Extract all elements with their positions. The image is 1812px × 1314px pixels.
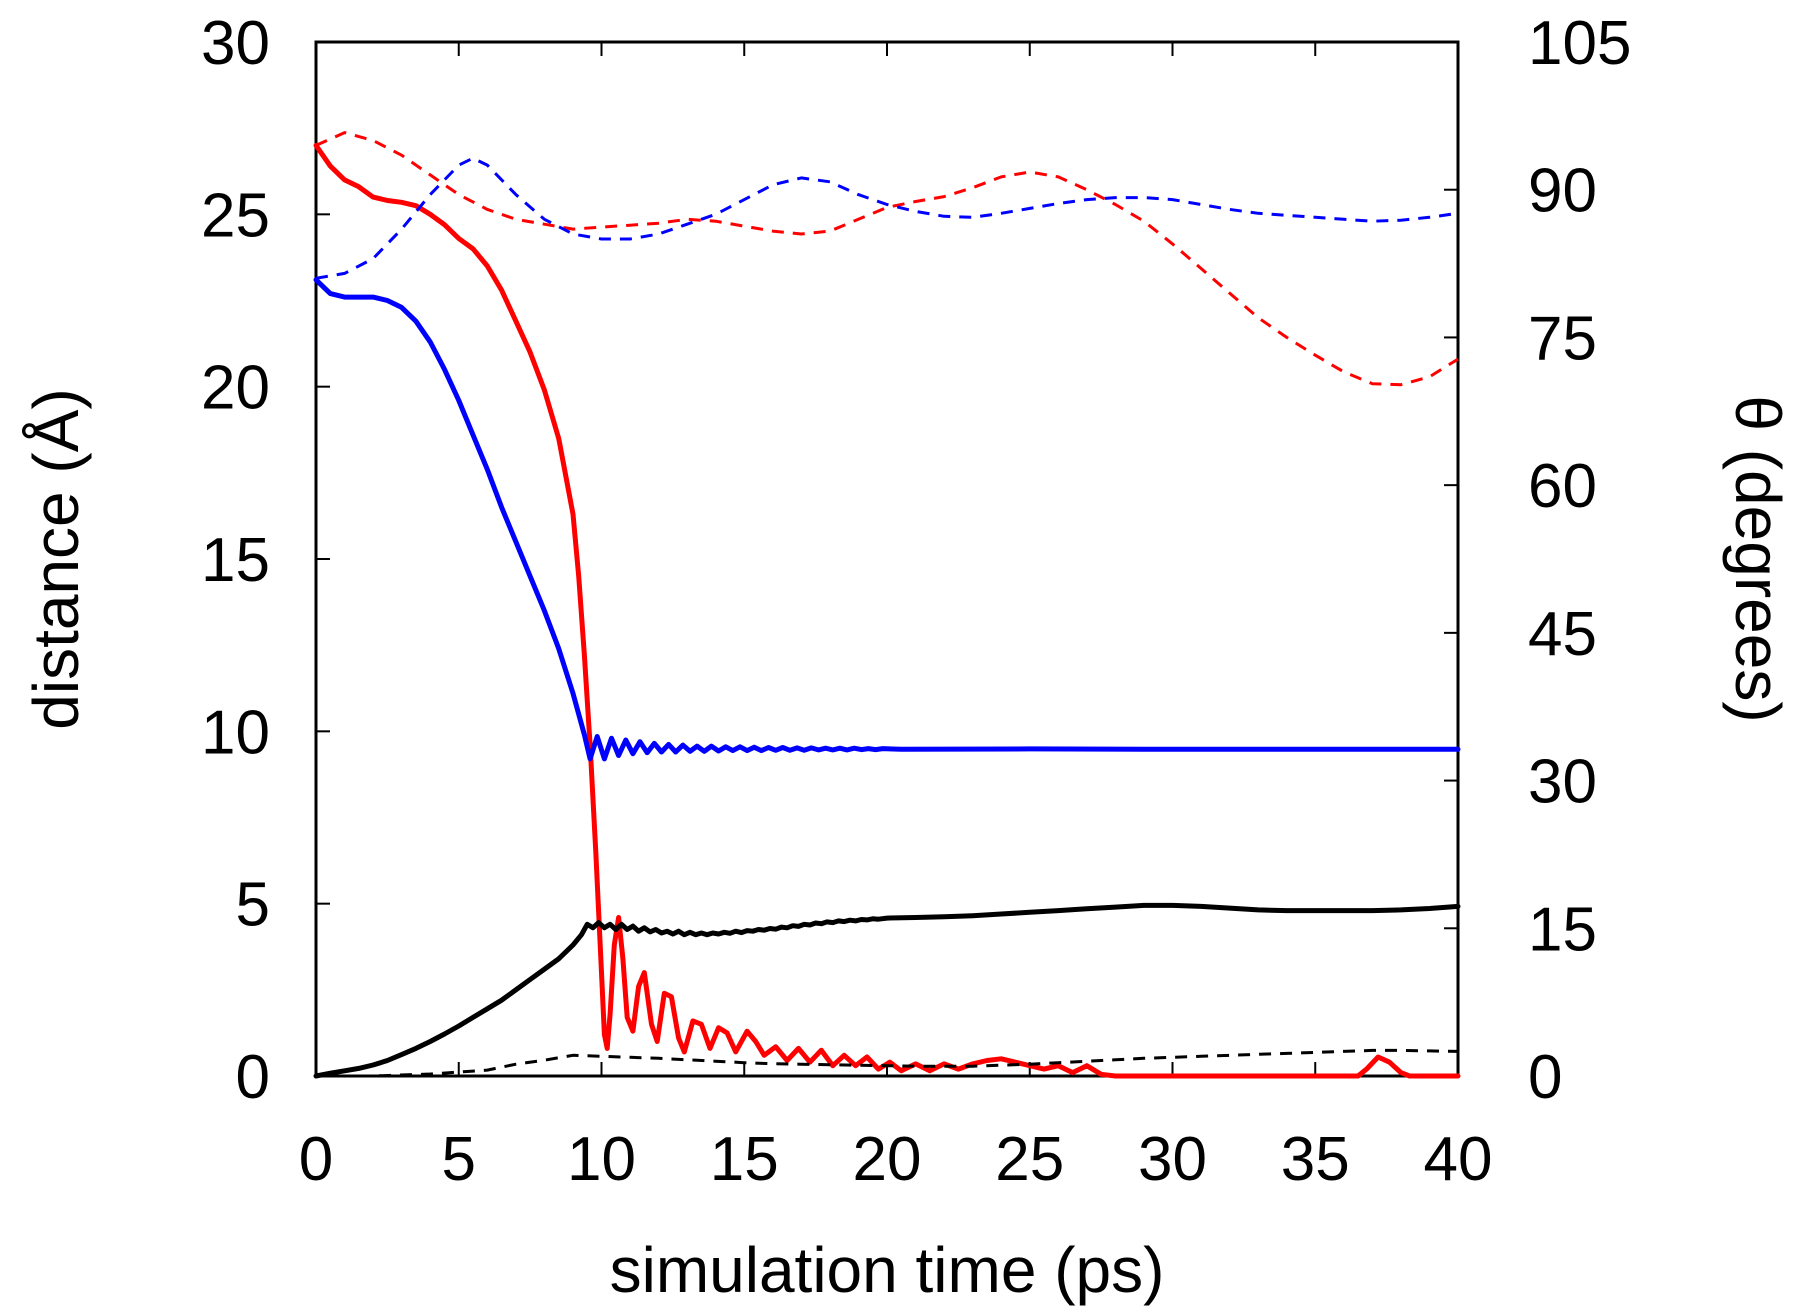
y-tick-label: 30 — [201, 9, 270, 78]
y-tick-label: 0 — [236, 1043, 270, 1112]
series-distance-red — [313, 142, 1461, 1079]
y2-axis-label: θ (degrees) — [1722, 395, 1794, 722]
y2-tick-label: 45 — [1528, 600, 1597, 669]
y-tick-label: 15 — [201, 526, 270, 595]
tick-labels: 0 5 10 15 20 25 30 35 40 0 5 10 15 20 25 30 0 15 30 45 60 75 9… — [201, 9, 1631, 1194]
series-distance-blue — [313, 277, 1461, 762]
y-tick-label: 5 — [236, 871, 270, 940]
y2-tick-label: 15 — [1528, 895, 1597, 964]
x-tick-label: 10 — [567, 1125, 636, 1194]
series-angle-blue — [315, 156, 1459, 280]
y-axis-label: distance (Å) — [20, 388, 92, 729]
y-tick-label: 10 — [201, 698, 270, 767]
x-tick-label: 25 — [995, 1125, 1064, 1194]
x-axis-label: simulation time (ps) — [610, 1234, 1165, 1306]
y2-tick-label: 30 — [1528, 748, 1597, 817]
x-tick-label: 15 — [710, 1125, 779, 1194]
x-tick-label: 0 — [299, 1125, 333, 1194]
y2-tick-label: 0 — [1528, 1043, 1562, 1112]
series-angle-black — [316, 1048, 1459, 1078]
y-tick-label: 25 — [201, 181, 270, 250]
y2-tick-label: 90 — [1528, 157, 1597, 226]
y-tick-label: 20 — [201, 354, 270, 423]
series-layer — [313, 131, 1461, 1079]
y2-tick-label: 60 — [1528, 452, 1597, 521]
x-tick-label: 30 — [1138, 1125, 1207, 1194]
x-tick-label: 5 — [442, 1125, 476, 1194]
x-tick-label: 20 — [853, 1125, 922, 1194]
series-distance-black — [313, 902, 1461, 1079]
series-angle-red — [315, 131, 1459, 387]
x-tick-label: 40 — [1424, 1125, 1493, 1194]
plot-frame — [314, 40, 1460, 1078]
x-tick-label: 35 — [1281, 1125, 1350, 1194]
tick-marks — [315, 41, 1459, 1077]
y2-tick-label: 75 — [1528, 304, 1597, 373]
y2-tick-label: 105 — [1528, 9, 1631, 78]
